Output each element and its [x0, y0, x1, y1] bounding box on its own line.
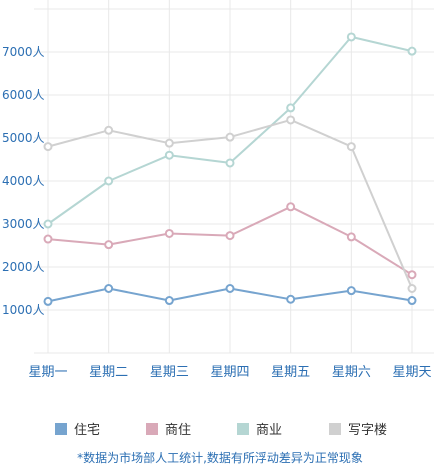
legend-swatch — [146, 423, 158, 435]
x-tick-label: 星期五 — [271, 365, 310, 380]
grid — [34, 0, 434, 354]
data-point[interactable] — [286, 103, 296, 113]
x-tick-label: 星期一 — [28, 365, 67, 380]
data-point[interactable] — [104, 176, 114, 186]
data-point[interactable] — [104, 284, 114, 293]
data-point[interactable] — [104, 240, 114, 250]
data-point[interactable] — [164, 296, 174, 306]
legend-label: 商住 — [165, 423, 191, 438]
data-point[interactable] — [286, 115, 296, 125]
data-point[interactable] — [225, 132, 235, 142]
series-0 — [43, 284, 417, 306]
x-tick-label: 星期四 — [210, 365, 249, 380]
legend: 住宅 商住 商业 写字楼 — [55, 423, 387, 438]
data-point[interactable] — [104, 125, 114, 135]
data-point[interactable] — [346, 142, 356, 152]
data-point[interactable] — [286, 294, 296, 304]
x-axis: 星期一 星期二 星期三 星期四 星期五 星期六 星期天 — [28, 365, 431, 380]
data-point[interactable] — [407, 296, 417, 306]
legend-label: 住宅 — [74, 423, 100, 438]
data-point[interactable] — [407, 46, 417, 56]
data-point[interactable] — [225, 284, 235, 293]
y-tick-label: 5000人 — [2, 131, 45, 145]
legend-swatch — [237, 423, 249, 435]
data-point[interactable] — [164, 150, 174, 160]
series-3 — [43, 115, 417, 293]
series-group — [43, 32, 417, 306]
series-1 — [43, 202, 417, 280]
data-point[interactable] — [43, 219, 53, 229]
legend-item-1[interactable]: 商住 — [146, 423, 191, 438]
legend-swatch — [55, 423, 67, 435]
legend-item-0[interactable]: 住宅 — [55, 423, 100, 438]
data-point[interactable] — [346, 286, 356, 296]
legend-label: 写字楼 — [348, 423, 387, 438]
legend-item-2[interactable]: 商业 — [237, 423, 282, 438]
data-point[interactable] — [407, 270, 417, 280]
legend-item-3[interactable]: 写字楼 — [329, 423, 387, 438]
x-tick-label: 星期三 — [150, 365, 189, 380]
data-point[interactable] — [225, 158, 235, 168]
data-point[interactable] — [407, 284, 417, 293]
data-point[interactable] — [43, 142, 53, 152]
data-point[interactable] — [346, 232, 356, 242]
y-tick-label: 3000人 — [2, 217, 45, 231]
data-point[interactable] — [43, 234, 53, 244]
y-tick-label: 7000人 — [2, 45, 45, 59]
data-point[interactable] — [164, 138, 174, 148]
data-point[interactable] — [346, 32, 356, 42]
data-point[interactable] — [43, 296, 53, 306]
data-point[interactable] — [225, 231, 235, 241]
y-tick-label: 6000人 — [2, 88, 45, 102]
y-axis: 1000人 2000人 3000人 4000人 5000人 6000人 7000人 — [2, 45, 45, 317]
x-tick-label: 星期二 — [89, 365, 128, 380]
x-tick-label: 星期天 — [392, 365, 431, 380]
y-tick-label: 4000人 — [2, 174, 45, 188]
y-tick-label: 1000人 — [2, 303, 45, 317]
footnote: *数据为市场部人工统计,数据有所浮动差异为正常现象 — [77, 450, 363, 465]
x-tick-label: 星期六 — [332, 365, 371, 380]
y-tick-label: 2000人 — [2, 260, 45, 274]
legend-swatch — [329, 423, 341, 435]
series-2 — [43, 32, 417, 229]
data-point[interactable] — [286, 202, 296, 212]
legend-label: 商业 — [256, 423, 282, 438]
data-point[interactable] — [164, 228, 174, 238]
